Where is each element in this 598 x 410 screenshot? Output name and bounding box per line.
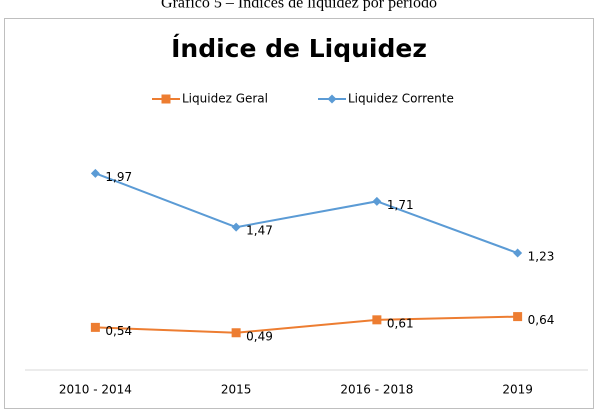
marker (513, 312, 523, 322)
data-label: 0,54 (105, 324, 132, 338)
data-label: 1,71 (387, 198, 414, 212)
legend-marker (161, 94, 171, 104)
marker (372, 196, 382, 206)
data-label: 1,23 (528, 250, 555, 264)
marker (372, 315, 382, 325)
x-tick-label: 2019 (502, 383, 533, 397)
legend-label: Liquidez Geral (182, 92, 268, 106)
x-tick-label: 2015 (221, 383, 252, 397)
chart-title: Índice de Liquidez (171, 34, 427, 63)
x-tick-label: 2010 - 2014 (59, 383, 132, 397)
legend-marker (327, 94, 337, 104)
data-label: 0,64 (528, 313, 555, 327)
data-label: 0,61 (387, 316, 414, 330)
x-tick-label: 2016 - 2018 (340, 383, 413, 397)
marker (90, 322, 100, 332)
data-label: 1,97 (105, 170, 132, 184)
series-line (95, 172, 518, 254)
caption: Gráfico 5 – Índices de liquidez por perí… (161, 0, 437, 12)
marker (90, 168, 100, 178)
legend-label: Liquidez Corrente (348, 92, 454, 106)
chart-frame (4, 18, 594, 409)
data-label: 0,49 (246, 329, 273, 343)
marker (231, 222, 241, 232)
series-line (95, 315, 518, 334)
marker (513, 248, 523, 258)
data-label: 1,47 (246, 224, 273, 238)
marker (231, 328, 241, 338)
